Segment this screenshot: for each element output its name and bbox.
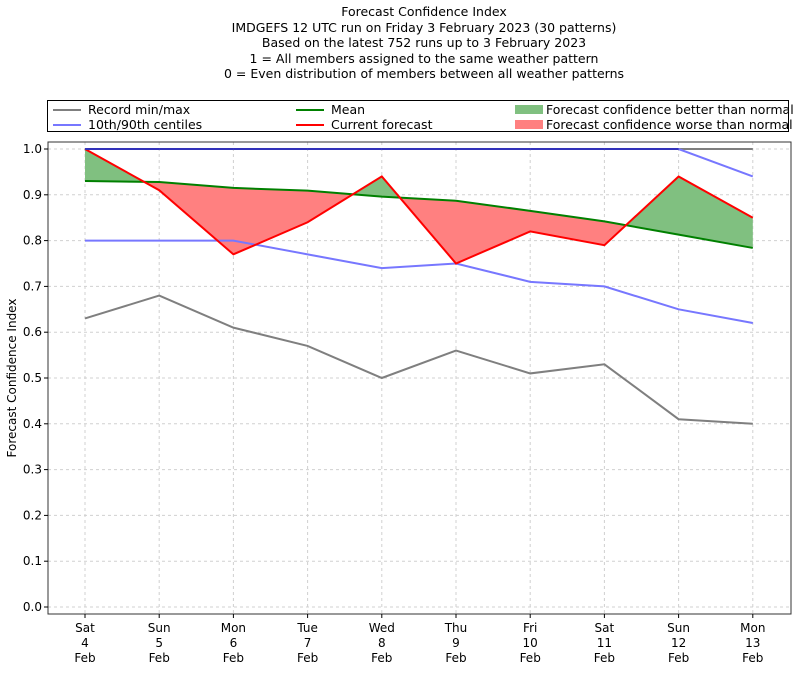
x-tick-day: Fri bbox=[523, 621, 537, 635]
x-tick-day: Sat bbox=[595, 621, 615, 635]
x-tick-date: 12 bbox=[671, 636, 686, 650]
series-lines bbox=[84, 148, 754, 425]
x-tick-day: Wed bbox=[369, 621, 395, 635]
x-tick-date: 7 bbox=[304, 636, 312, 650]
y-tick-label: 1.0 bbox=[23, 142, 42, 156]
legend-label-record: Record min/max bbox=[88, 102, 191, 117]
x-tick-month: Feb bbox=[297, 651, 318, 665]
y-tick-label: 0.2 bbox=[23, 508, 42, 522]
x-tick-day: Sat bbox=[75, 621, 95, 635]
fill-worse-than-normal bbox=[399, 197, 626, 264]
y-tick-label: 0.5 bbox=[23, 371, 42, 385]
x-axis-ticks: Sat4FebSun5FebMon6FebTue7FebWed8FebThu9F… bbox=[74, 614, 765, 665]
x-tick-date: 13 bbox=[745, 636, 760, 650]
x-tick-month: Feb bbox=[594, 651, 615, 665]
legend-label-mean: Mean bbox=[331, 102, 366, 117]
x-tick-date: 6 bbox=[230, 636, 238, 650]
fill-worse-than-normal bbox=[144, 181, 353, 255]
legend-swatch-worse bbox=[515, 120, 543, 129]
title-line-1: Forecast Confidence Index bbox=[341, 4, 507, 19]
x-tick-day: Sun bbox=[148, 621, 171, 635]
legend-item-worse: Forecast confidence worse than normal bbox=[515, 117, 793, 132]
title-line-5: 0 = Even distribution of members between… bbox=[223, 66, 625, 81]
title-line-2: IMDGEFS 12 UTC run on Friday 3 February … bbox=[231, 19, 617, 35]
x-tick-month: Feb bbox=[371, 651, 392, 665]
x-tick-month: Feb bbox=[223, 651, 244, 665]
y-tick-label: 0.8 bbox=[23, 234, 42, 248]
y-tick-label: 0.7 bbox=[23, 279, 42, 293]
y-tick-label: 0.0 bbox=[23, 600, 42, 614]
fill-better-than-normal bbox=[352, 176, 400, 198]
legend-item-current: Current forecast bbox=[296, 117, 432, 132]
y-tick-label: 0.6 bbox=[23, 325, 42, 339]
x-tick-date: 10 bbox=[523, 636, 538, 650]
x-tick-month: Feb bbox=[74, 651, 95, 665]
legend-swatch-better bbox=[515, 105, 543, 114]
legend-label-better: Forecast confidence better than normal bbox=[546, 102, 794, 117]
x-tick-date: 11 bbox=[597, 636, 612, 650]
x-tick-date: 8 bbox=[378, 636, 386, 650]
legend-swatch-current bbox=[296, 123, 324, 126]
line-10th-centile bbox=[85, 239, 753, 325]
legend-swatch-record bbox=[53, 108, 81, 111]
x-tick-day: Tue bbox=[296, 621, 318, 635]
y-tick-label: 0.1 bbox=[23, 554, 42, 568]
line-record-min bbox=[84, 294, 753, 425]
x-tick-month: Feb bbox=[668, 651, 689, 665]
chart-title: Forecast Confidence Index IMDGEFS 12 UTC… bbox=[0, 4, 800, 82]
legend-label-centiles: 10th/90th centiles bbox=[88, 117, 203, 132]
legend-item-mean: Mean bbox=[296, 102, 365, 117]
legend-item-record: Record min/max bbox=[53, 102, 190, 117]
x-tick-month: Feb bbox=[520, 651, 541, 665]
y-tick-label: 0.3 bbox=[23, 463, 42, 477]
legend-swatch-mean bbox=[296, 108, 324, 111]
y-axis-ticks: 0.0 0.1 0.2 0.3 0.4 0.5 0.6 0.7 0.8 0.9 1.0 bbox=[23, 142, 48, 614]
x-tick-month: Feb bbox=[445, 651, 466, 665]
x-tick-date: 5 bbox=[155, 636, 163, 650]
title-line-4: 1 = All members assigned to the same wea… bbox=[249, 50, 599, 66]
line-90th-centile bbox=[85, 148, 754, 178]
y-axis-label: Forecast Confidence Index bbox=[5, 299, 19, 458]
line-current-forecast bbox=[84, 148, 754, 265]
x-tick-date: 9 bbox=[452, 636, 460, 650]
legend-label-current: Current forecast bbox=[331, 117, 433, 132]
y-tick-label: 0.9 bbox=[23, 188, 42, 202]
x-tick-day: Mon bbox=[740, 621, 765, 635]
x-tick-day: Mon bbox=[221, 621, 246, 635]
fill-areas bbox=[85, 149, 753, 264]
line-mean bbox=[84, 180, 753, 249]
x-tick-month: Feb bbox=[149, 651, 170, 665]
legend: Record min/max 10th/90th centiles Mean C… bbox=[47, 100, 794, 132]
x-tick-month: Feb bbox=[742, 651, 763, 665]
x-tick-date: 4 bbox=[81, 636, 89, 650]
legend-swatch-centiles bbox=[53, 123, 81, 126]
x-tick-day: Thu bbox=[444, 621, 468, 635]
x-tick-day: Sun bbox=[667, 621, 690, 635]
legend-item-better: Forecast confidence better than normal bbox=[515, 102, 794, 117]
y-tick-label: 0.4 bbox=[23, 417, 42, 431]
legend-item-centiles: 10th/90th centiles bbox=[53, 117, 202, 132]
legend-label-worse: Forecast confidence worse than normal bbox=[546, 117, 793, 132]
title-line-3: Based on the latest 752 runs up to 3 Feb… bbox=[261, 35, 587, 50]
